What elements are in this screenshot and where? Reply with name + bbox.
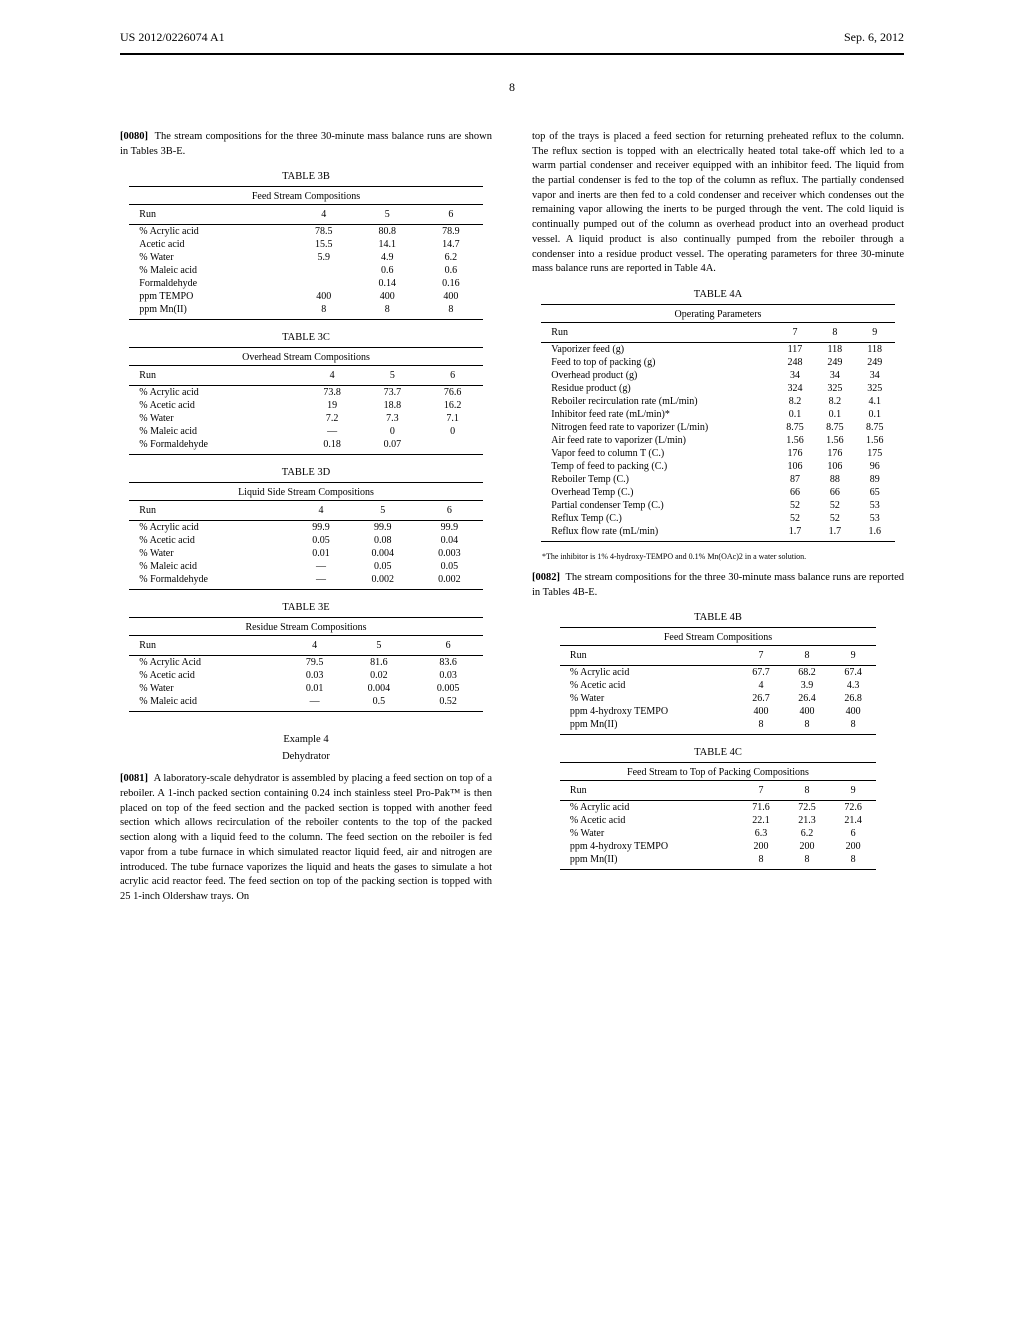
para-num: [0080] [120,131,148,142]
header-divider [120,53,904,55]
table-3c-label: TABLE 3C [120,332,492,343]
table-4c: Feed Stream to Top of Packing Compositio… [532,762,904,870]
table-3d: Liquid Side Stream Compositions Run 4 5 … [120,482,492,590]
table-title: Feed Stream to Top of Packing Compositio… [560,763,876,781]
table-title: Feed Stream Compositions [560,628,876,646]
table-title: Residue Stream Compositions [129,618,482,636]
table-4b-label: TABLE 4B [532,612,904,623]
table-3c: Overhead Stream Compositions Run 4 5 6 %… [120,347,492,455]
left-column: [0080] The stream compositions for the t… [120,130,492,913]
table-4a-footnote: *The inhibitor is 1% 4-hydroxy-TEMPO and… [542,552,904,561]
col-header: 4 [292,205,356,225]
example-4-subheading: Dehydrator [120,751,492,762]
para-text: A laboratory-scale dehydrator is assembl… [120,773,492,902]
two-column-layout: [0080] The stream compositions for the t… [20,130,1004,913]
paragraph-0081: [0081] A laboratory-scale dehydrator is … [120,772,492,904]
table-3d-label: TABLE 3D [120,467,492,478]
para-text: The stream compositions for the three 30… [532,572,904,598]
paragraph-0080: [0080] The stream compositions for the t… [120,130,492,159]
page-number: 8 [20,80,1004,95]
right-column: top of the trays is placed a feed sectio… [532,130,904,913]
para-text: The stream compositions for the three 30… [120,131,492,157]
publication-number: US 2012/0226074 A1 [120,30,225,45]
table-title: Feed Stream Compositions [129,187,482,205]
table-4a-label: TABLE 4A [532,289,904,300]
table-3b: Feed Stream Compositions Run 4 5 6 % Acr… [120,186,492,320]
table-3e: Residue Stream Compositions Run 4 5 6 % … [120,617,492,712]
table-4c-label: TABLE 4C [532,747,904,758]
col-header: 5 [355,205,419,225]
table-3b-label: TABLE 3B [120,171,492,182]
table-4a: Operating Parameters Run 7 8 9 Vaporizer… [532,304,904,542]
para-num: [0082] [532,572,560,583]
col-header: Run [129,205,292,225]
publication-date: Sep. 6, 2012 [844,30,904,45]
para-num: [0081] [120,773,148,784]
table-3e-label: TABLE 3E [120,602,492,613]
paragraph-0082: [0082] The stream compositions for the t… [532,571,904,600]
col-header: 6 [419,205,483,225]
table-title: Liquid Side Stream Compositions [129,483,482,501]
table-4b: Feed Stream Compositions Run 7 8 9 % Acr… [532,627,904,735]
paragraph-0081-continued: top of the trays is placed a feed sectio… [532,130,904,277]
table-title: Overhead Stream Compositions [129,348,482,366]
table-title: Operating Parameters [541,304,894,322]
page-header: US 2012/0226074 A1 Sep. 6, 2012 [20,30,1004,45]
example-4-heading: Example 4 [120,734,492,745]
